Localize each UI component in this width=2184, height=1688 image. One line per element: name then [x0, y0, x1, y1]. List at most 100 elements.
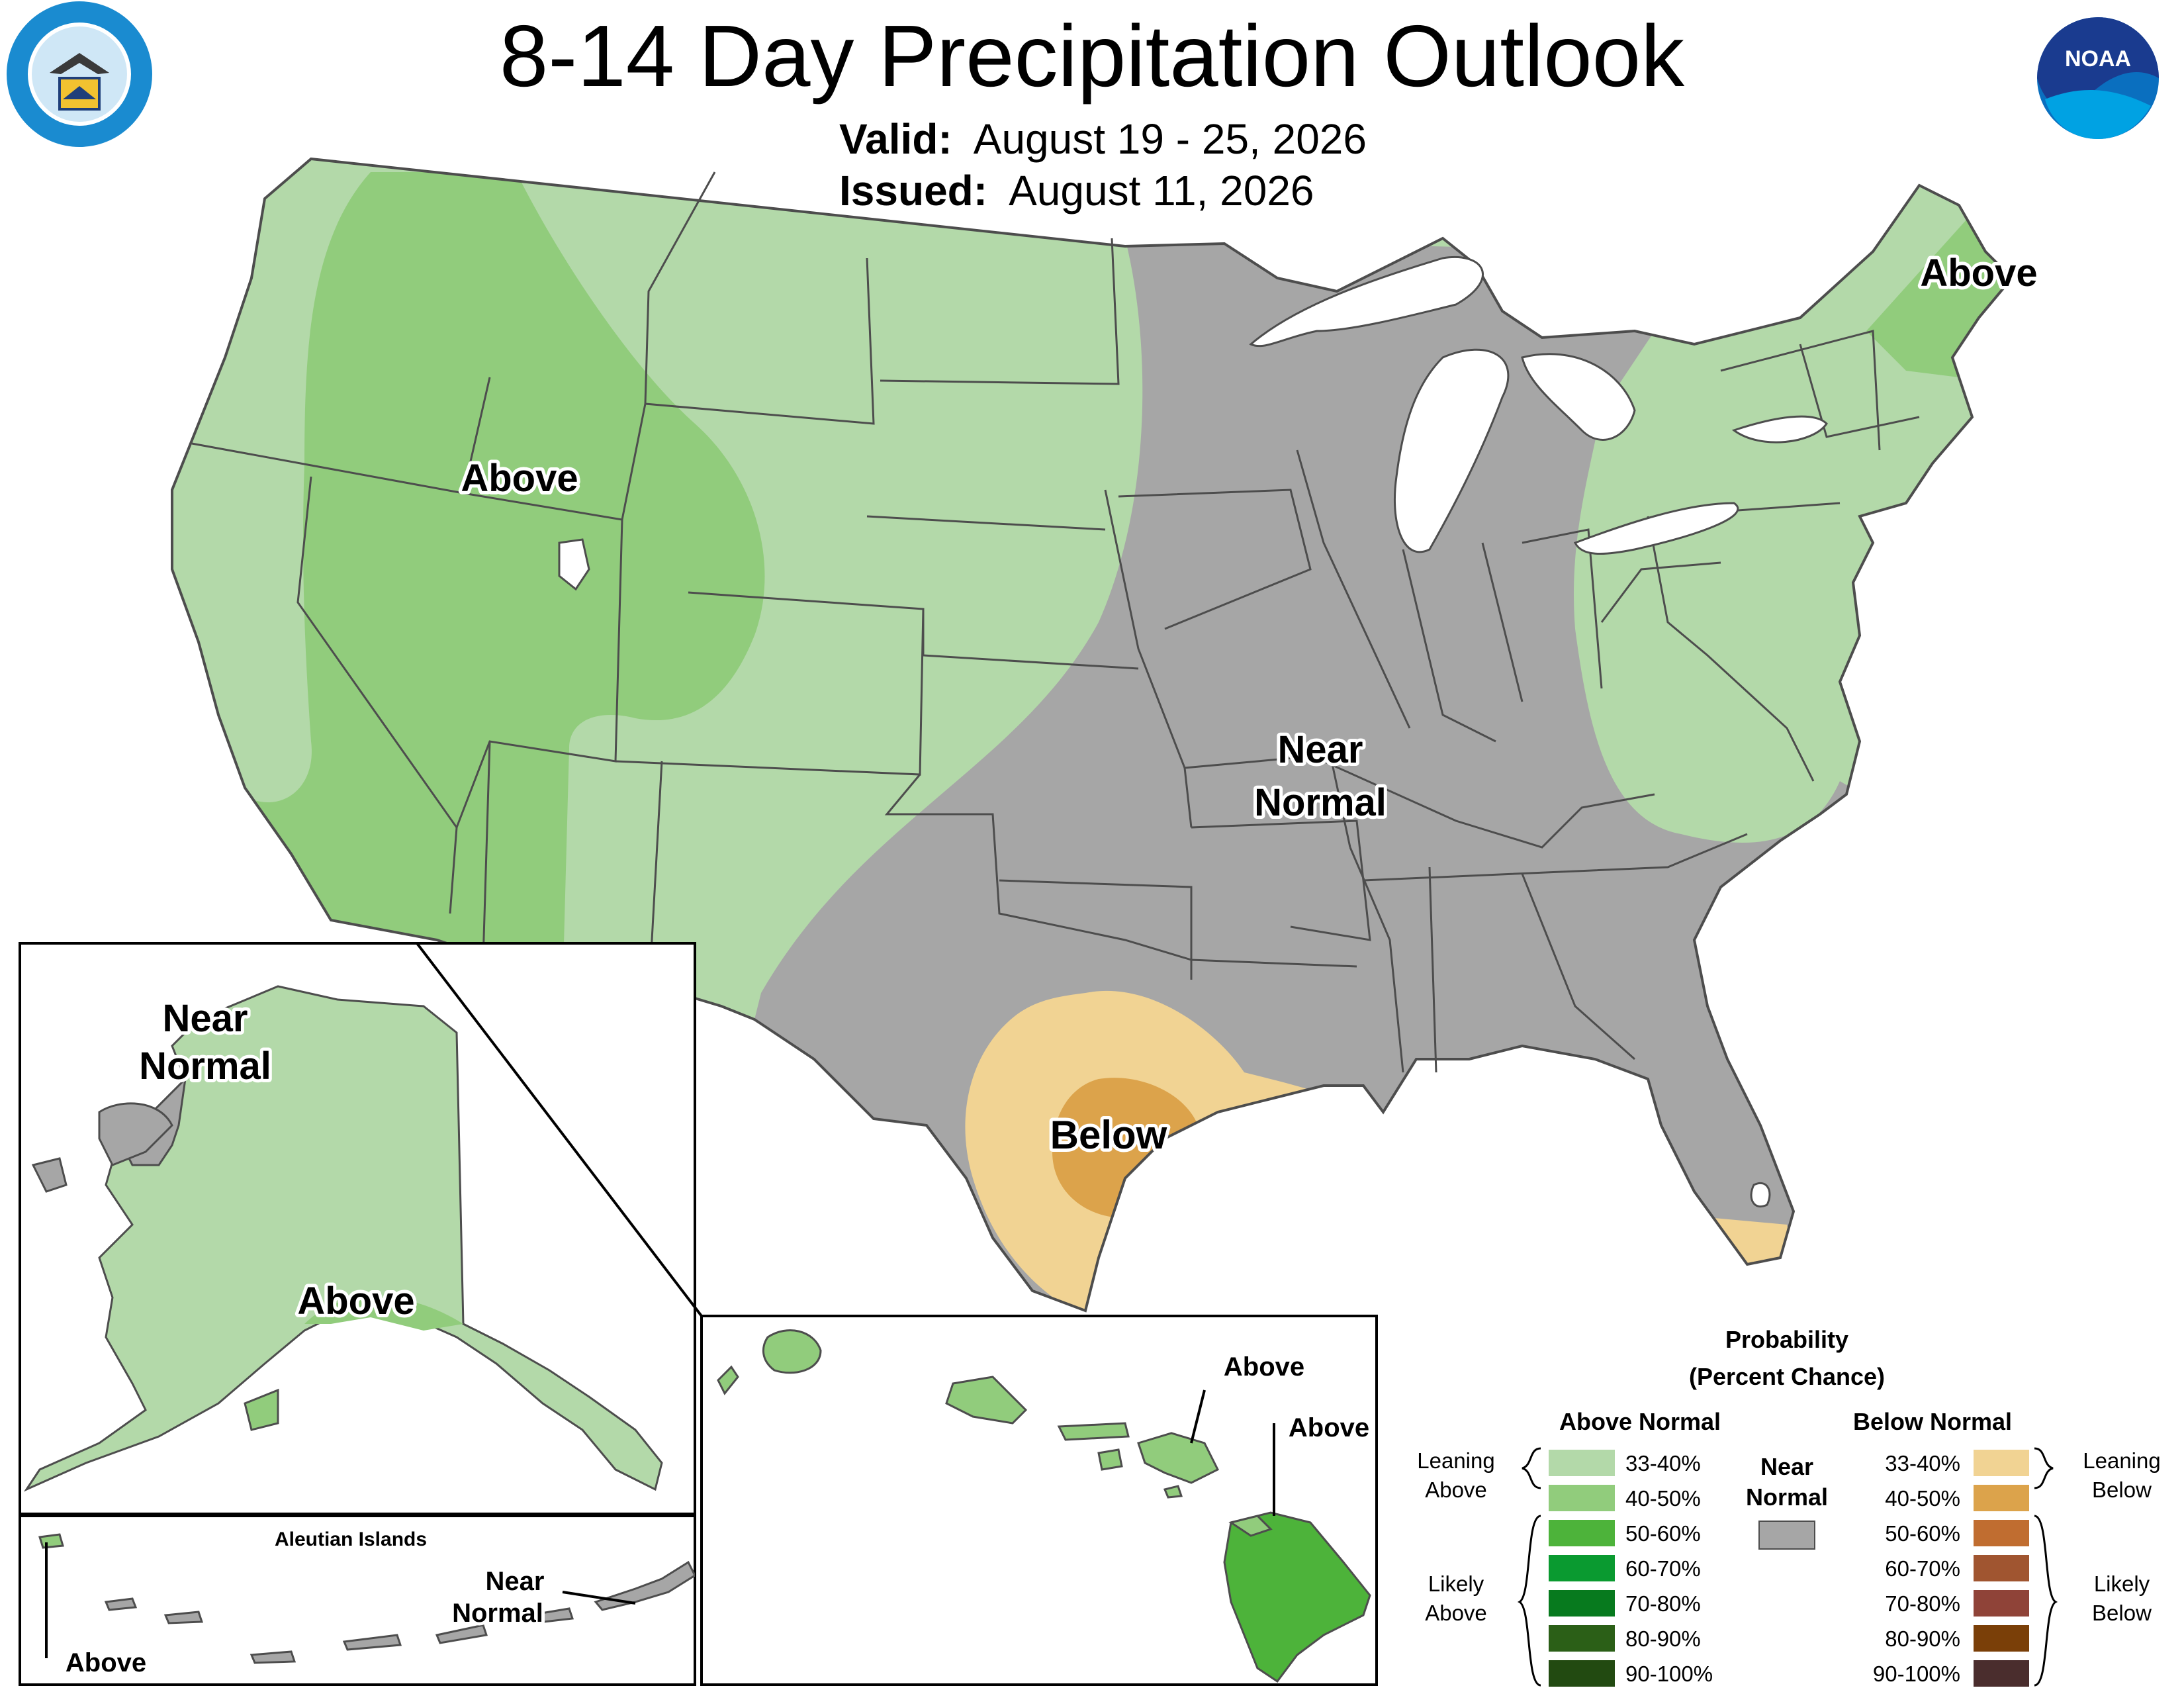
island-oahu	[945, 1376, 1028, 1425]
valid-label: Valid:	[839, 115, 952, 163]
great-lakes	[558, 256, 1828, 1208]
legend-below-label: 90-100%	[1873, 1662, 1960, 1686]
valid-value: August 19 - 25, 2026	[973, 115, 1367, 163]
hawaii-map	[717, 1329, 1371, 1683]
alaska-above-area	[304, 1296, 463, 1331]
legend-above-label: 90-100%	[1625, 1662, 1713, 1686]
island-hawaii	[1223, 1511, 1371, 1683]
legend-brace-likely-above	[1517, 1515, 1541, 1687]
legend-leaning-above-line1: Leaning	[1417, 1448, 1494, 1473]
legend-near-header-line1: Near	[1760, 1453, 1813, 1480]
legend-near-header-line2: Normal	[1746, 1483, 1828, 1511]
legend-above-swatch	[1549, 1625, 1615, 1652]
legend-leaning-below-line2: Below	[2092, 1477, 2152, 1502]
label-below: Below	[1050, 1113, 1167, 1157]
legend-above-swatch	[1549, 1555, 1615, 1581]
noaa-logo-text: NOAA	[2065, 46, 2131, 71]
label-above-west: Above	[461, 457, 578, 500]
above-west-region	[225, 172, 765, 993]
legend-title-line2: (Percent Chance)	[1689, 1363, 1885, 1390]
island-kauai	[762, 1329, 822, 1374]
legend-brace-leaning-above	[1522, 1447, 1541, 1489]
aleutian-near-leader	[562, 1591, 636, 1605]
aleutian-title: Aleutian Islands	[275, 1528, 427, 1550]
label-hi-above-2: Above	[1289, 1413, 1369, 1442]
label-near-normal-line1: Near	[1278, 728, 1363, 771]
valid-dates: Valid: August 19 - 25, 2026	[839, 114, 1367, 164]
hawaii-inset-frame	[700, 1315, 1378, 1686]
legend-below-label: 40-50%	[1885, 1486, 1960, 1511]
alaska-landmass	[23, 985, 663, 1492]
legend-above-swatch	[1549, 1520, 1615, 1546]
legend-below-swatch	[1974, 1590, 2029, 1617]
legend-above-swatch	[1549, 1450, 1615, 1476]
legend-below-label: 60-70%	[1885, 1556, 1960, 1581]
issued-value: August 11, 2026	[1009, 167, 1314, 214]
label-aleutian-near-line1: Near	[486, 1567, 545, 1596]
legend-below-scale: 33-40% 40-50% 50-60% 60-70% 70-80% 80-90% 90-1…	[1873, 1450, 2029, 1687]
legend-brace-leaning-below	[2034, 1447, 2054, 1489]
alaska-leader-line	[416, 942, 703, 1317]
aleutian-map	[38, 1533, 695, 1664]
legend-likely-above-line1: Likely	[1428, 1571, 1484, 1596]
legend-below-label: 50-60%	[1885, 1521, 1960, 1546]
legend-below-swatch	[1974, 1520, 2029, 1546]
aleutian-island	[104, 1597, 138, 1611]
label-above-northeast: Above	[1920, 252, 2037, 295]
issued-label: Issued:	[839, 167, 988, 214]
legend-above-label: 70-80%	[1625, 1591, 1701, 1616]
legend-above-label: 33-40%	[1625, 1451, 1701, 1476]
legend-above-swatch	[1549, 1660, 1615, 1687]
noaa-logo: NOAA	[2037, 17, 2159, 139]
label-ak-near-line1: Near	[163, 997, 248, 1040]
legend-below-swatch	[1974, 1450, 2029, 1476]
island-molokai	[1057, 1422, 1130, 1441]
legend-below-label: 70-80%	[1885, 1591, 1960, 1616]
legend-above-header: Above Normal	[1559, 1408, 1721, 1435]
hawaii-above-leader-1	[1190, 1389, 1206, 1444]
aleutian-island	[527, 1607, 574, 1624]
legend-near-normal-swatch	[1758, 1521, 1815, 1550]
legend-above-label: 50-60%	[1625, 1521, 1701, 1546]
aleutian-island	[163, 1611, 204, 1624]
aleutian-island	[435, 1624, 488, 1644]
commerce-seal-logo	[7, 1, 152, 147]
legend-below-header: Below Normal	[1853, 1408, 2012, 1435]
island-hawaii-north	[1228, 1515, 1273, 1537]
map-title: 8-14 Day Precipitation Outlook	[499, 7, 1685, 105]
legend-above-label: 80-90%	[1625, 1626, 1701, 1651]
label-ak-near-line2: Normal	[139, 1045, 271, 1088]
issued-date: Issued: August 11, 2026	[839, 165, 1314, 216]
legend-above-scale: 33-40% 40-50% 50-60% 60-70% 70-80% 80-90% 90-1…	[1549, 1450, 1713, 1687]
legend-above-swatch	[1549, 1590, 1615, 1617]
aleutian-island-east	[594, 1560, 695, 1611]
island-maui	[1137, 1432, 1220, 1484]
label-ak-above: Above	[297, 1280, 414, 1323]
aleutian-island	[250, 1650, 296, 1664]
legend-below-swatch	[1974, 1660, 2029, 1687]
label-aleutian-near-line2: Normal	[452, 1599, 543, 1628]
alaska-island	[31, 1157, 68, 1193]
legend-likely-below-line2: Below	[2092, 1601, 2152, 1625]
legend-above-swatch	[1549, 1485, 1615, 1511]
island-kahoolawe	[1163, 1485, 1183, 1499]
alaska-island	[244, 1388, 279, 1431]
legend-leaning-below-line1: Leaning	[2083, 1448, 2160, 1473]
legend-below-swatch	[1974, 1555, 2029, 1581]
legend-likely-above-line2: Above	[1425, 1601, 1487, 1625]
island-lanai	[1097, 1448, 1123, 1471]
aleutian-island	[342, 1634, 402, 1651]
legend-likely-below-line1: Likely	[2094, 1571, 2150, 1596]
legend-below-swatch	[1974, 1485, 2029, 1511]
aleutian-island-west	[38, 1533, 64, 1549]
legend-above-label: 60-70%	[1625, 1556, 1701, 1581]
legend-below-swatch	[1974, 1625, 2029, 1652]
alaska-near-normal-west	[98, 1102, 173, 1166]
label-hi-above-1: Above	[1224, 1352, 1304, 1382]
legend-leaning-above-line2: Above	[1425, 1477, 1487, 1502]
legend-brace-likely-below	[2034, 1515, 2058, 1687]
alaska-map	[23, 985, 663, 1492]
label-aleutian-above: Above	[66, 1648, 146, 1677]
legend-above-label: 40-50%	[1625, 1486, 1701, 1511]
